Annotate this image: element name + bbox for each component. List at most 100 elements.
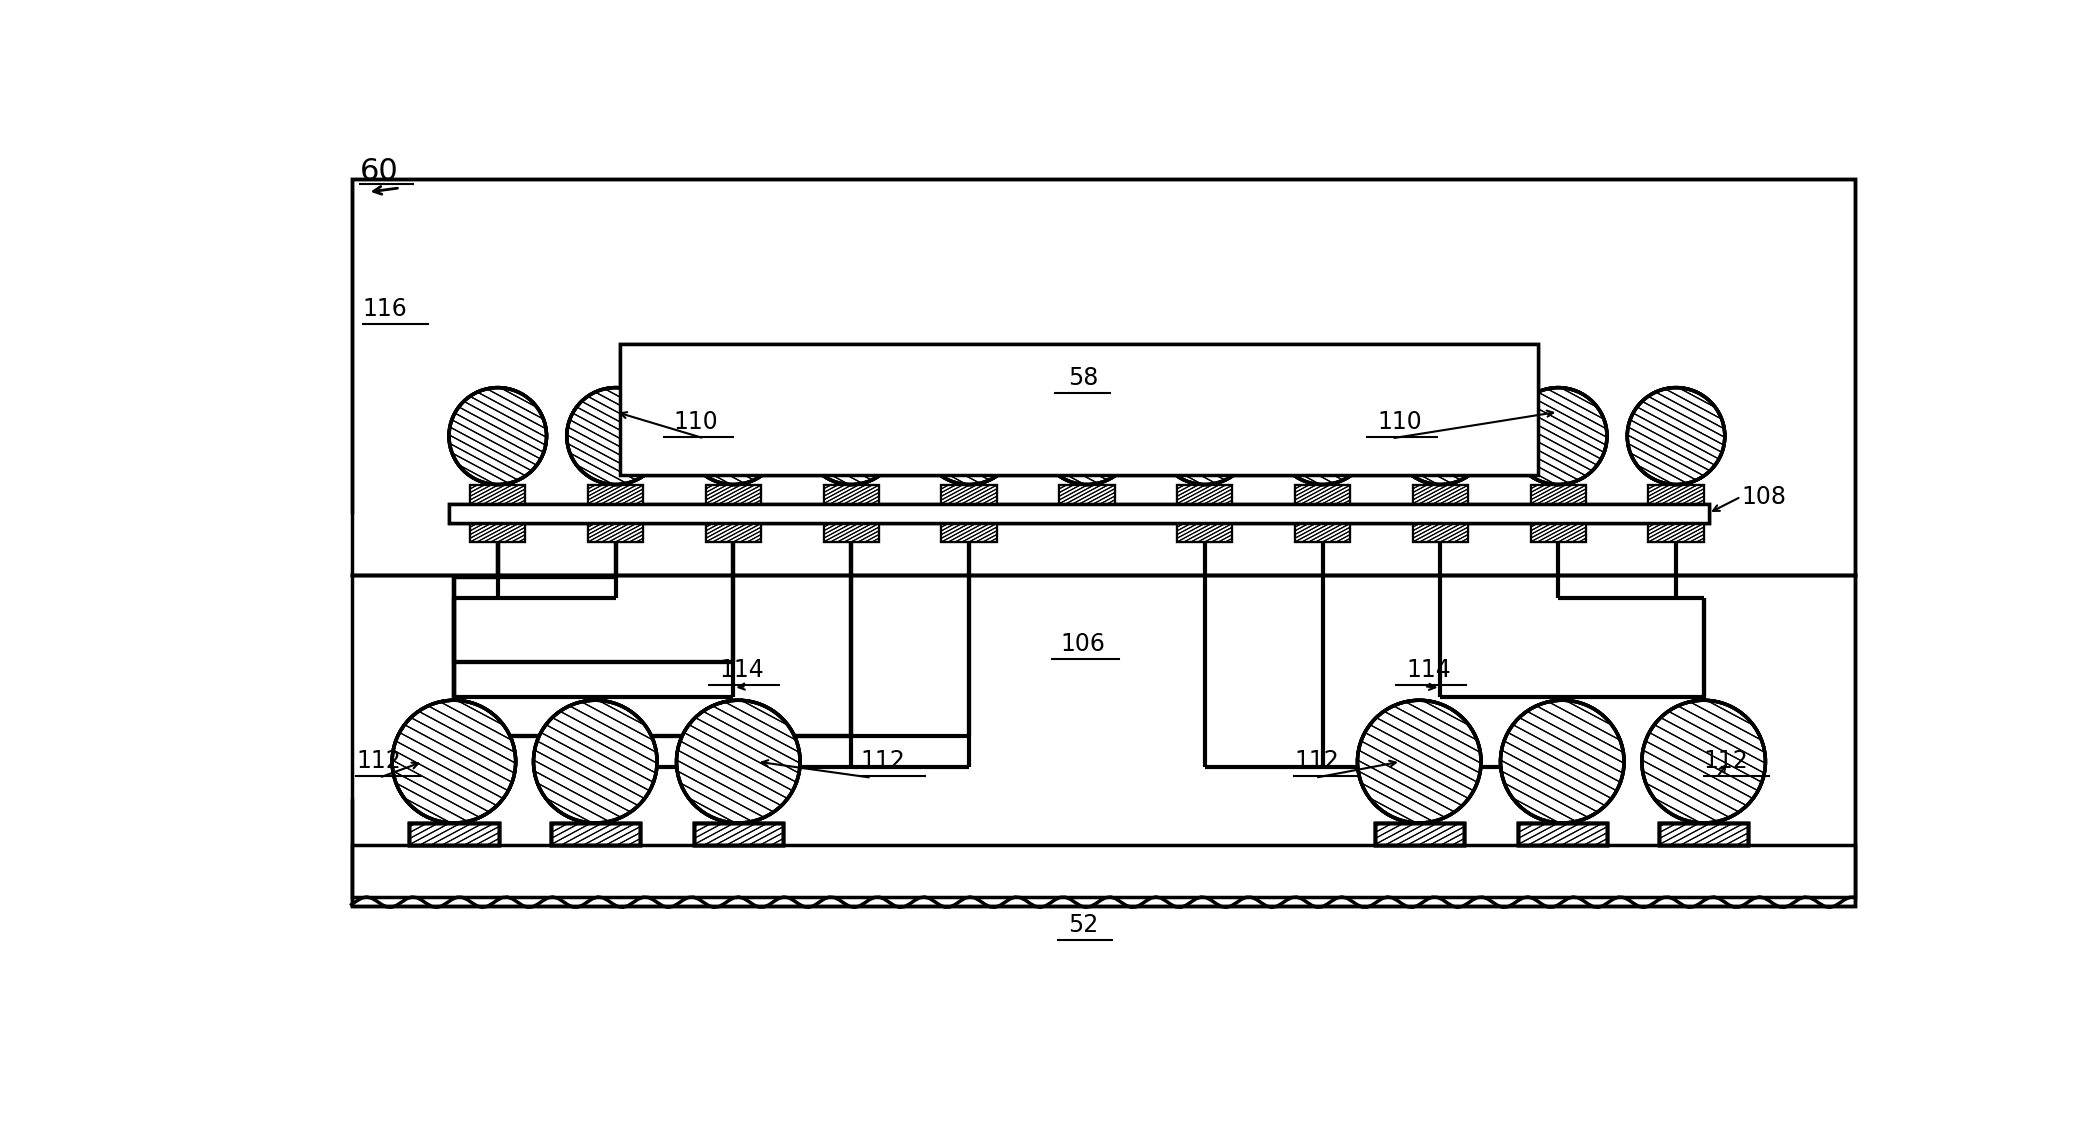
Bar <box>824 485 879 504</box>
Bar <box>1531 523 1585 542</box>
Bar <box>1176 485 1233 504</box>
Ellipse shape <box>1357 701 1480 823</box>
Bar <box>707 523 761 542</box>
Ellipse shape <box>803 388 900 485</box>
Bar <box>707 485 761 504</box>
Bar <box>587 485 644 504</box>
Bar <box>1518 823 1606 845</box>
Bar <box>1176 523 1233 542</box>
Ellipse shape <box>1273 388 1371 485</box>
Bar <box>1413 485 1468 504</box>
Ellipse shape <box>677 701 801 823</box>
Bar <box>1374 823 1464 845</box>
Ellipse shape <box>1627 388 1724 485</box>
Bar <box>1659 823 1749 845</box>
Bar <box>1648 523 1703 542</box>
Ellipse shape <box>1038 388 1137 485</box>
Text: 112: 112 <box>356 749 401 773</box>
Bar <box>587 485 644 504</box>
Bar <box>1296 523 1350 542</box>
Ellipse shape <box>684 388 782 485</box>
Ellipse shape <box>449 388 547 485</box>
Ellipse shape <box>1155 388 1254 485</box>
Bar <box>587 485 644 504</box>
Bar <box>1176 485 1233 504</box>
Bar <box>694 823 782 845</box>
Bar <box>1531 523 1585 542</box>
Bar <box>1648 485 1703 504</box>
Bar <box>1059 485 1114 504</box>
Bar <box>707 485 761 504</box>
Ellipse shape <box>566 388 665 485</box>
Bar <box>552 823 640 845</box>
Ellipse shape <box>684 388 782 485</box>
Bar <box>942 523 996 542</box>
Bar <box>587 523 644 542</box>
Text: 58: 58 <box>1067 366 1099 390</box>
Bar <box>942 485 996 504</box>
Text: 112: 112 <box>860 749 906 773</box>
Ellipse shape <box>449 388 547 485</box>
Bar <box>1648 485 1703 504</box>
Bar <box>470 485 526 504</box>
Bar <box>352 179 1854 905</box>
Text: 110: 110 <box>673 410 719 434</box>
Bar <box>1296 485 1350 504</box>
Bar <box>587 523 644 542</box>
Bar <box>942 523 996 542</box>
Bar <box>409 823 499 845</box>
Text: 112: 112 <box>1703 749 1749 773</box>
Text: 106: 106 <box>1061 632 1105 655</box>
Bar <box>1531 523 1585 542</box>
Bar <box>824 523 879 542</box>
Ellipse shape <box>1627 388 1724 485</box>
Bar <box>621 345 1537 475</box>
Bar <box>449 504 1709 523</box>
Bar <box>409 823 499 845</box>
Bar <box>352 845 1854 897</box>
Bar <box>1659 823 1749 845</box>
Ellipse shape <box>566 388 665 485</box>
Bar <box>1659 823 1749 845</box>
Bar <box>409 823 499 845</box>
Text: 116: 116 <box>363 296 407 321</box>
Text: 114: 114 <box>1407 658 1451 681</box>
Bar <box>1296 523 1350 542</box>
Bar <box>552 823 640 845</box>
Bar <box>707 485 761 504</box>
Ellipse shape <box>1392 388 1489 485</box>
Ellipse shape <box>1501 701 1623 823</box>
Bar <box>694 823 782 845</box>
Bar <box>1296 523 1350 542</box>
Bar <box>470 523 526 542</box>
Bar <box>1659 823 1749 845</box>
Ellipse shape <box>1510 388 1606 485</box>
Bar <box>824 485 879 504</box>
Bar <box>1648 485 1703 504</box>
Ellipse shape <box>677 701 801 823</box>
Bar <box>824 523 879 542</box>
Bar <box>1413 523 1468 542</box>
Bar <box>1413 523 1468 542</box>
Ellipse shape <box>1510 388 1606 485</box>
Bar <box>824 523 879 542</box>
Bar <box>1176 523 1233 542</box>
Text: 108: 108 <box>1741 485 1787 508</box>
Bar <box>1374 823 1464 845</box>
Bar <box>1531 523 1585 542</box>
Bar <box>1531 485 1585 504</box>
Bar <box>694 823 782 845</box>
Text: 60: 60 <box>361 157 398 186</box>
Bar <box>942 523 996 542</box>
Bar <box>1518 823 1606 845</box>
Bar <box>1518 823 1606 845</box>
Bar <box>1413 485 1468 504</box>
Ellipse shape <box>803 388 900 485</box>
Text: 52: 52 <box>1067 913 1099 937</box>
Ellipse shape <box>1273 388 1371 485</box>
Bar <box>291 514 1103 799</box>
Bar <box>942 485 996 504</box>
Bar <box>1374 823 1464 845</box>
Bar <box>470 485 526 504</box>
Bar <box>1296 523 1350 542</box>
